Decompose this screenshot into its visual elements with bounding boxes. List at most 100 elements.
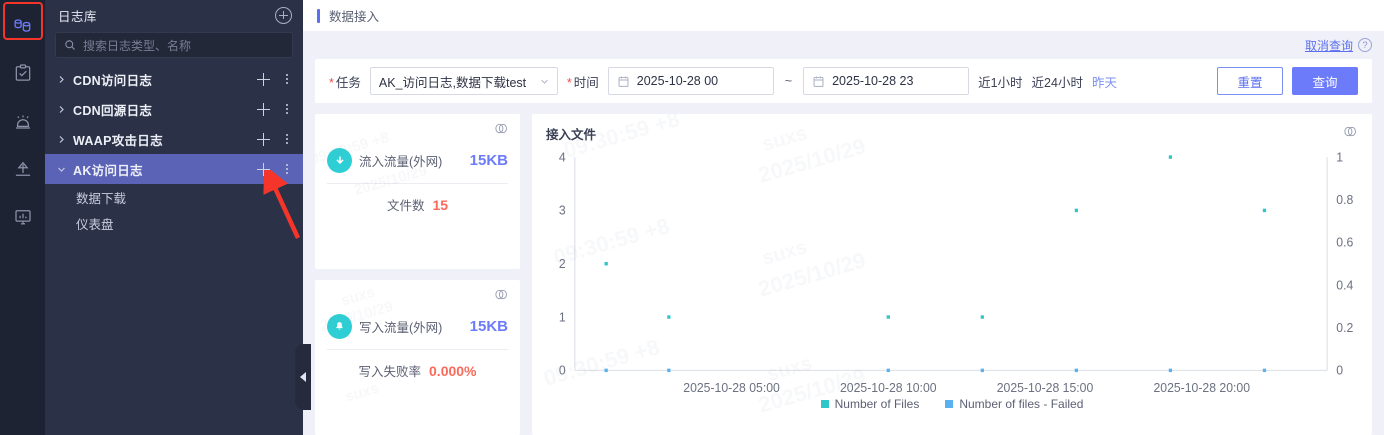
tree-node-cdn-origin[interactable]: CDN回源日志: [45, 94, 303, 124]
chart-legend: Number of Files Number of files - Failed: [532, 397, 1372, 411]
search-icon: [65, 40, 75, 50]
chevron-left-icon: [300, 372, 306, 382]
breadcrumb: 数据接入: [303, 0, 1384, 31]
cancel-query-link[interactable]: 取消查询: [1304, 38, 1353, 53]
content-area: 09:30:59 +8 2025/10/29 流入流量(外网) 15KB: [303, 103, 1384, 435]
stat-sub-name: 写入失败率: [358, 365, 422, 379]
more-options-icon[interactable]: [281, 74, 293, 84]
search-placeholder: 搜索日志类型、名称: [83, 38, 192, 53]
chart-plot: 0 1 2 3 4 0 0.2 0.4 0.6 0.8 1 2025-10-28 05:00 2025-…: [532, 142, 1372, 435]
filter-bar: * 任务 AK_访问日志,数据下载test * 时间 2025-10-28 00 ~…: [315, 59, 1372, 103]
stat-sub-value: 15: [432, 196, 449, 213]
tree-node-waap-attack[interactable]: WAAP攻击日志: [45, 124, 303, 154]
watermark: suxs 2025/10/29 suxs: [315, 280, 520, 435]
stat-sub-value: 0.000%: [429, 362, 477, 379]
time-start-value: 2025-10-28 00: [636, 74, 719, 88]
calendar-icon: [813, 75, 824, 87]
rail-item-task[interactable]: [4, 54, 42, 92]
svg-text:0: 0: [559, 363, 566, 377]
svg-text:0: 0: [1336, 363, 1343, 377]
stat-sub-name: 文件数: [386, 199, 425, 213]
legend-label: Number of files - Failed: [959, 397, 1084, 411]
rail-item-log-library[interactable]: [4, 6, 42, 44]
stat-primary-row: 写入流量(外网) 15KB: [327, 314, 508, 339]
chevron-down-icon: [58, 167, 65, 172]
rail-item-upload[interactable]: [4, 150, 42, 188]
add-icon[interactable]: [257, 102, 270, 116]
watermark-text: suxs: [339, 283, 377, 310]
stat-secondary-row: 写入失败率 0.000%: [327, 361, 508, 380]
add-icon[interactable]: [257, 162, 270, 176]
sidebar-title: 日志库: [58, 9, 98, 24]
legend-item-number-of-files[interactable]: Number of Files: [820, 397, 920, 411]
tree-node-label: AK访问日志: [73, 163, 143, 178]
task-label-text: 任务: [335, 75, 361, 90]
quick-range-24h[interactable]: 近24小时: [1031, 75, 1083, 90]
search-input[interactable]: 搜索日志类型、名称: [55, 32, 293, 58]
tree-child-dashboard[interactable]: 仪表盘: [76, 217, 114, 232]
log-tree: CDN访问日志 CDN回源日志 WAAP攻击日志 AK访问日志: [45, 64, 303, 236]
svg-text:0.4: 0.4: [1336, 278, 1353, 292]
add-icon[interactable]: [257, 132, 270, 146]
main-area: 数据接入 取消查询 ? * 任务 AK_访问日志,数据下载test * 时间 202…: [303, 0, 1384, 435]
time-end-input[interactable]: 2025-10-28 23: [803, 67, 970, 95]
link-rings-icon[interactable]: [493, 289, 509, 300]
svg-text:2025-10-28 05:00: 2025-10-28 05:00: [683, 381, 780, 395]
link-rings-icon[interactable]: [493, 123, 509, 134]
legend-swatch: [945, 400, 954, 408]
chevron-right-icon: [59, 75, 64, 83]
chart-svg[interactable]: 0 1 2 3 4 0 0.2 0.4 0.6 0.8 1 2025-10-28 05:00 2025-…: [532, 142, 1372, 435]
chart-card-ingested-files: 09:30:59 +8 suxs 2025/10/29 09:30:59 +8 …: [532, 114, 1372, 435]
svg-text:0.2: 0.2: [1336, 321, 1353, 335]
rail-item-dashboard[interactable]: [4, 198, 42, 236]
stat-value: 15KB: [469, 152, 508, 169]
time-end-value: 2025-10-28 23: [832, 74, 914, 88]
stat-value: 15KB: [469, 318, 508, 335]
legend-item-number-of-files-failed[interactable]: Number of files - Failed: [945, 397, 1083, 411]
more-options-icon[interactable]: [281, 104, 293, 114]
icon-rail: [0, 0, 45, 435]
stat-cards: 09:30:59 +8 2025/10/29 流入流量(外网) 15KB: [315, 114, 520, 435]
tree-node-cdn-access[interactable]: CDN访问日志: [45, 64, 303, 94]
rail-item-alarm[interactable]: [4, 102, 42, 140]
quick-range-1h[interactable]: 近1小时: [978, 75, 1023, 90]
add-icon[interactable]: [257, 72, 270, 86]
reset-button[interactable]: 重置: [1217, 67, 1283, 95]
cancel-query-row: 取消查询 ?: [303, 31, 1384, 59]
stat-secondary-row: 文件数 15: [327, 195, 508, 214]
breadcrumb-accent-bar: [317, 8, 320, 23]
download-arrow-icon: [327, 148, 352, 173]
sidebar-header: 日志库: [45, 0, 303, 30]
tree-child-data-download[interactable]: 数据下载: [76, 191, 127, 206]
bell-icon: [327, 314, 352, 339]
link-rings-icon[interactable]: [1342, 126, 1358, 137]
add-log-library-icon[interactable]: [275, 6, 292, 24]
quick-range-yesterday[interactable]: 昨天: [1091, 75, 1117, 90]
more-options-icon[interactable]: [281, 134, 293, 144]
watermark: 09:30:59 +8 2025/10/29: [315, 114, 520, 269]
more-options-icon[interactable]: [281, 164, 293, 174]
tree-node-label: CDN访问日志: [73, 73, 153, 88]
legend-label: Number of Files: [834, 397, 920, 411]
chart-title: 接入文件: [546, 128, 597, 142]
query-button[interactable]: 查询: [1292, 67, 1358, 95]
time-start-input[interactable]: 2025-10-28 00: [607, 67, 774, 95]
sidebar-collapse-handle[interactable]: [295, 344, 311, 410]
svg-text:2: 2: [559, 257, 566, 271]
chevron-right-icon: [59, 105, 64, 113]
task-select-value: AK_访问日志,数据下载test: [378, 75, 527, 90]
stat-name: 写入流量(外网): [359, 321, 443, 335]
watermark-text: suxs: [343, 379, 381, 406]
tree-node-label: WAAP攻击日志: [73, 133, 163, 148]
svg-text:4: 4: [559, 150, 566, 164]
svg-text:2025-10-28 10:00: 2025-10-28 10:00: [840, 381, 937, 395]
task-select[interactable]: AK_访问日志,数据下载test: [369, 67, 558, 95]
tree-node-ak-access[interactable]: AK访问日志: [45, 154, 303, 184]
breadcrumb-text: 数据接入: [329, 10, 380, 24]
stat-card-write-traffic: suxs 2025/10/29 suxs 写入流量(外网) 15KB: [315, 280, 520, 435]
card-divider: [327, 349, 508, 350]
task-label: * 任务: [329, 75, 361, 90]
help-icon[interactable]: ?: [1358, 38, 1372, 52]
svg-text:0.8: 0.8: [1336, 193, 1353, 207]
range-separator: ~: [784, 74, 793, 88]
